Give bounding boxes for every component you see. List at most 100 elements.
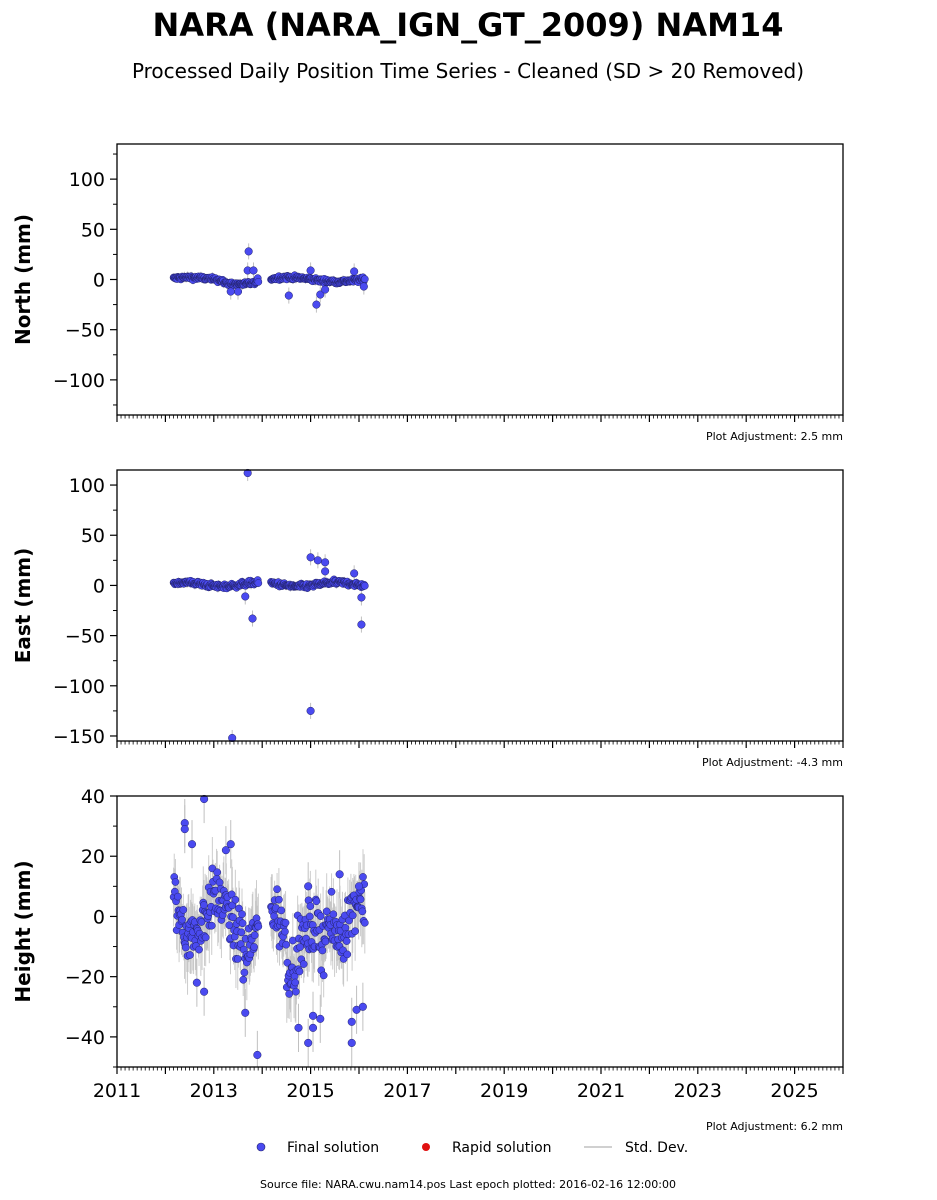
height-point: [291, 978, 300, 987]
north-points: [169, 247, 369, 309]
height-ytick-label: −20: [65, 967, 105, 989]
height-point: [250, 943, 258, 951]
height-point: [358, 907, 367, 916]
height-point: [213, 868, 222, 877]
north-point: [321, 285, 330, 294]
height-xtick-label: 2019: [480, 1080, 528, 1102]
height-point: [282, 940, 291, 949]
north-point: [316, 290, 325, 299]
chart-subtitle: Processed Daily Position Time Series - C…: [132, 59, 804, 83]
east-ytick-label: 0: [93, 575, 105, 597]
height-point: [321, 937, 330, 946]
height-point: [180, 825, 189, 834]
east-point: [254, 579, 263, 587]
height-point: [285, 990, 294, 998]
height-point: [221, 846, 230, 855]
height-point: [316, 1014, 325, 1023]
height-point: [238, 919, 247, 928]
north-point: [254, 277, 263, 286]
north-point: [244, 247, 253, 256]
east-point: [350, 569, 359, 578]
height-xtick-label: 2017: [383, 1080, 431, 1102]
height-point: [207, 921, 216, 930]
legend-final-label: Final solution: [287, 1140, 379, 1156]
height-point: [308, 1023, 318, 1032]
height-point: [347, 1017, 356, 1026]
north-adjustment-note: Plot Adjustment: 2.5 mm: [706, 430, 843, 443]
height-point: [233, 955, 242, 963]
east-ytick-label: −100: [53, 676, 105, 698]
north-point: [312, 300, 321, 309]
east-point: [241, 592, 250, 601]
height-point: [238, 910, 246, 919]
height-point: [187, 840, 197, 849]
height-ytick-label: 0: [93, 906, 105, 928]
height-panel: −40 −20 0 20 40 2011 2013 2015 2017 2019 2021 2023 2…: [11, 786, 844, 1133]
height-point: [281, 918, 290, 927]
north-ytick-label: 100: [69, 169, 105, 191]
east-adjustment-note: Plot Adjustment: -4.3 mm: [702, 756, 843, 769]
chart-title: NARA (NARA_IGN_GT_2009) NAM14: [153, 6, 784, 44]
east-points: [169, 468, 369, 743]
height-point: [316, 912, 325, 920]
height-point: [215, 878, 224, 887]
height-point: [201, 933, 210, 942]
height-point: [305, 912, 314, 921]
height-point: [226, 840, 235, 849]
height-point: [225, 921, 234, 930]
east-point: [313, 556, 322, 565]
height-point: [181, 943, 190, 952]
height-point: [273, 885, 281, 894]
north-panel: −100 −50 0 50 100 North (mm) Plot Adjustment: …: [11, 143, 844, 443]
height-point: [277, 906, 286, 915]
east-ytick-label: −50: [65, 626, 105, 648]
height-point: [195, 945, 203, 954]
north-point: [284, 291, 293, 300]
east-point: [306, 553, 315, 562]
height-point: [299, 960, 308, 968]
height-point: [322, 907, 331, 916]
east-point: [357, 593, 366, 602]
east-point: [248, 614, 257, 623]
north-ytick-label: −50: [65, 320, 105, 342]
source-note: Source file: NARA.cwu.nam14.pos Last epo…: [260, 1178, 676, 1191]
east-point: [228, 733, 237, 743]
east-point: [321, 558, 330, 567]
east-point: [360, 581, 369, 590]
north-ytick-label: −100: [53, 370, 105, 392]
north-point: [306, 266, 315, 275]
legend-final-marker: [256, 1142, 266, 1152]
legend-rapid-marker: [422, 1143, 430, 1151]
north-point: [360, 275, 369, 283]
height-point: [294, 1023, 303, 1032]
height-point: [354, 882, 364, 891]
height-point: [239, 975, 248, 984]
north-point: [350, 267, 359, 276]
height-xtick-label: 2023: [674, 1080, 722, 1102]
height-point: [327, 887, 336, 896]
east-axes-frame: [116, 469, 844, 742]
height-adjustment-note: Plot Adjustment: 6.2 mm: [706, 1120, 843, 1133]
north-ylabel: North (mm): [11, 214, 35, 345]
east-point: [306, 706, 315, 715]
height-point: [360, 918, 369, 927]
height-point: [200, 987, 209, 996]
height-point: [306, 902, 315, 911]
east-panel: −150 −100 −50 0 50 100 East (mm) Plot Adjustmen…: [11, 468, 844, 769]
legend-rapid-label: Rapid solution: [452, 1140, 552, 1156]
height-point: [351, 927, 359, 936]
height-point: [192, 978, 201, 987]
height-point: [304, 1038, 313, 1047]
height-point: [197, 918, 206, 926]
height-ytick-label: −40: [65, 1027, 105, 1049]
height-point: [179, 905, 188, 914]
height-point: [342, 937, 351, 945]
height-point: [253, 1050, 262, 1060]
height-point: [348, 911, 357, 920]
east-point: [357, 620, 366, 629]
height-point: [312, 897, 321, 906]
height-ylabel: Height (mm): [11, 860, 35, 1002]
height-point: [231, 895, 240, 904]
height-point: [186, 951, 194, 959]
